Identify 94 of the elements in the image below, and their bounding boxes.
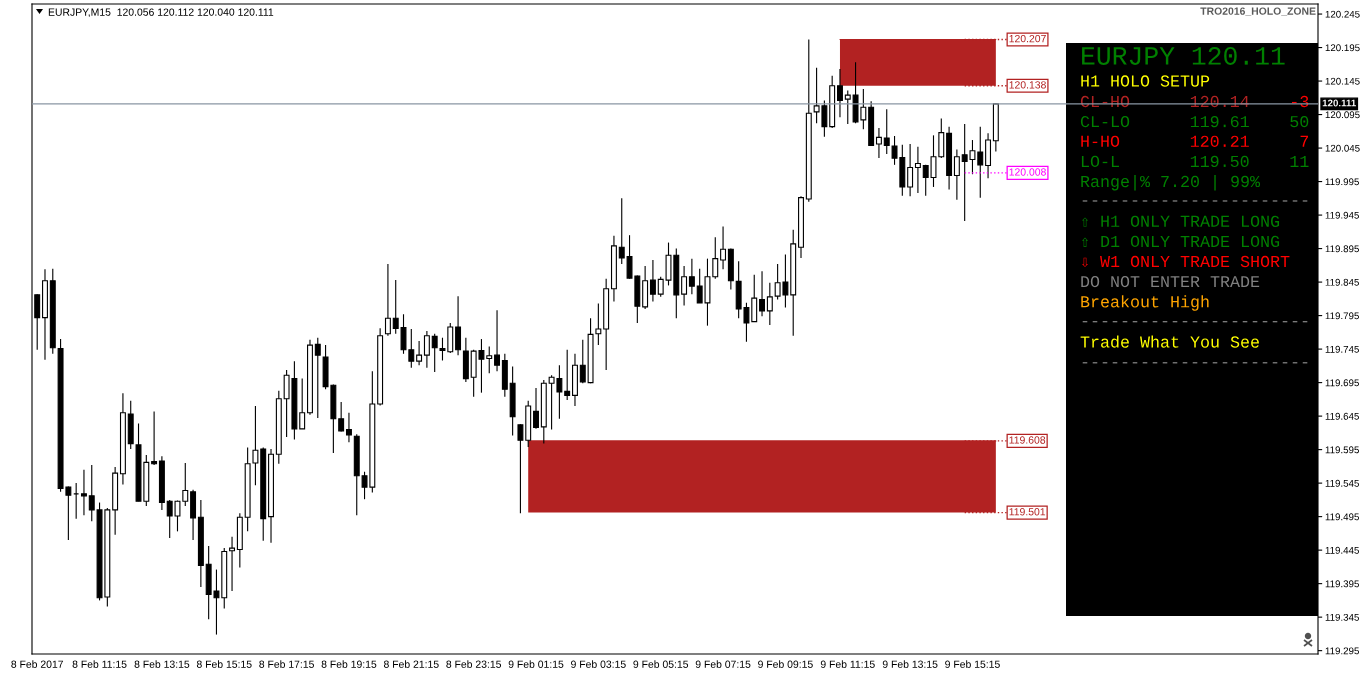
candlestick — [649, 259, 656, 303]
x-tick-label: 9 Feb 11:15 — [820, 660, 875, 668]
annotation: Range|% 7.20 | 99% — [1081, 174, 1261, 191]
y-tick-label: 119.545 — [1325, 479, 1359, 487]
annotation: ⇧ H1 ONLY TRADE LONG — [1081, 215, 1280, 227]
annotation: ----------------------- — [1082, 321, 1308, 323]
annotation: TRO2016_HOLO_ZONE — [1200, 7, 1316, 16]
y-tick-label: 119.595 — [1325, 446, 1359, 454]
candlestick — [384, 263, 391, 337]
candlestick — [533, 387, 539, 430]
y-tick-label: 119.945 — [1325, 211, 1359, 219]
x-tick-label: 9 Feb 09:15 — [758, 660, 813, 668]
y-tick-label: 120.095 — [1325, 111, 1360, 119]
candlestick — [455, 295, 462, 356]
y-tick-label: 119.895 — [1325, 245, 1359, 253]
annotation: LO-L — [1081, 155, 1119, 168]
x-tick-label: 8 Feb 15:15 — [196, 660, 252, 668]
y-tick-label: 119.995 — [1325, 178, 1359, 186]
ref-line-label: 120.008 — [1009, 168, 1046, 176]
y-tick-label: 119.445 — [1325, 546, 1359, 554]
annotation: CL-LO — [1080, 115, 1130, 128]
x-tick-label: 8 Feb 23:15 — [446, 660, 502, 668]
candlestick — [314, 337, 321, 419]
candlestick — [688, 258, 695, 295]
y-tick-label: 119.695 — [1325, 379, 1359, 387]
x-tick-label: 8 Feb 2017 — [11, 660, 64, 668]
ref-line-label: 120.207 — [1009, 34, 1046, 43]
ref-line-label: 120.138 — [1009, 81, 1046, 89]
candlestick — [517, 423, 524, 514]
candlestick — [595, 302, 602, 346]
candlestick — [151, 410, 158, 466]
candlestick — [875, 127, 882, 159]
candlestick — [907, 143, 914, 197]
y-tick-label: 120.245 — [1325, 10, 1360, 18]
y-tick-label: 119.345 — [1325, 613, 1359, 621]
annotation: DO NOT ENTER TRADE — [1081, 275, 1260, 288]
ref-line-label: 120.111 — [1322, 99, 1356, 107]
candlestick — [837, 68, 843, 118]
annotation: ⇧ D1 ONLY TRADE LONG — [1081, 235, 1280, 248]
candlestick — [759, 270, 766, 317]
x-tick-label: 8 Feb 17:15 — [259, 660, 314, 668]
annotation: H-HO — [1081, 135, 1120, 147]
annotation: 120.21 — [1190, 135, 1249, 147]
y-tick-label: 120.045 — [1325, 144, 1360, 152]
candlestick — [766, 282, 773, 326]
y-tick-label: 119.845 — [1325, 278, 1359, 286]
chart-title: EURJPY,M15 120.056 120.112 120.040 120.111 — [48, 8, 274, 18]
annotation: 11 — [1290, 155, 1309, 167]
candlestick — [80, 469, 87, 516]
annotation: H1 HOLO SETUP — [1081, 75, 1210, 87]
annotation: ----------------------- — [1082, 200, 1308, 202]
candlestick — [299, 378, 306, 430]
candlestick — [681, 265, 688, 307]
y-tick-label: 120.145 — [1325, 77, 1360, 85]
annotation: Breakout High — [1081, 295, 1209, 311]
annotation: Trade What You See — [1080, 335, 1259, 348]
annotation: ----------------------- — [1082, 362, 1308, 364]
candlestick — [914, 146, 921, 194]
x-tick-label: 9 Feb 05:15 — [633, 660, 689, 668]
ref-line-label: 119.501 — [1009, 508, 1046, 516]
annotation: ⇩ W1 ONLY TRADE SHORT — [1081, 255, 1290, 268]
candlestick — [416, 340, 423, 366]
candlestick — [345, 412, 352, 443]
x-tick-label: 9 Feb 03:15 — [571, 660, 626, 668]
x-tick-label: 8 Feb 19:15 — [321, 660, 377, 668]
x-tick-label: 8 Feb 21:15 — [383, 660, 439, 668]
y-tick-label: 119.795 — [1325, 312, 1359, 320]
x-tick-label: 9 Feb 13:15 — [882, 660, 938, 668]
y-tick-label: 119.745 — [1325, 345, 1359, 353]
x-tick-label: 9 Feb 15:15 — [945, 660, 1000, 668]
candlestick — [229, 536, 236, 592]
annotation: 119.50 — [1190, 155, 1249, 168]
candlestick — [338, 401, 345, 433]
y-tick-label: 119.495 — [1325, 513, 1359, 521]
annotation: 50 — [1290, 115, 1309, 128]
annotation: -3 — [1292, 95, 1309, 108]
y-tick-label: 119.295 — [1325, 647, 1359, 655]
x-tick-label: 8 Feb 13:15 — [134, 660, 190, 668]
ref-line-label: 119.608 — [1009, 436, 1046, 444]
candlestick — [953, 148, 960, 201]
y-tick-label: 120.195 — [1325, 44, 1360, 52]
x-tick-label: 8 Feb 11:15 — [72, 660, 127, 668]
x-tick-label: 9 Feb 07:15 — [695, 660, 751, 668]
x-tick-label: 9 Feb 01:15 — [508, 660, 564, 668]
annotation: 119.61 — [1190, 115, 1249, 128]
candlestick — [423, 330, 430, 369]
candlestick — [564, 349, 571, 401]
annotation: 7 — [1300, 135, 1309, 147]
y-tick-label: 119.645 — [1325, 412, 1359, 420]
y-tick-label: 119.395 — [1325, 580, 1359, 588]
candlestick — [431, 333, 438, 373]
annotation: EURJPY 120.11 — [1082, 46, 1285, 65]
candlestick — [494, 309, 501, 372]
candlestick — [720, 225, 727, 270]
